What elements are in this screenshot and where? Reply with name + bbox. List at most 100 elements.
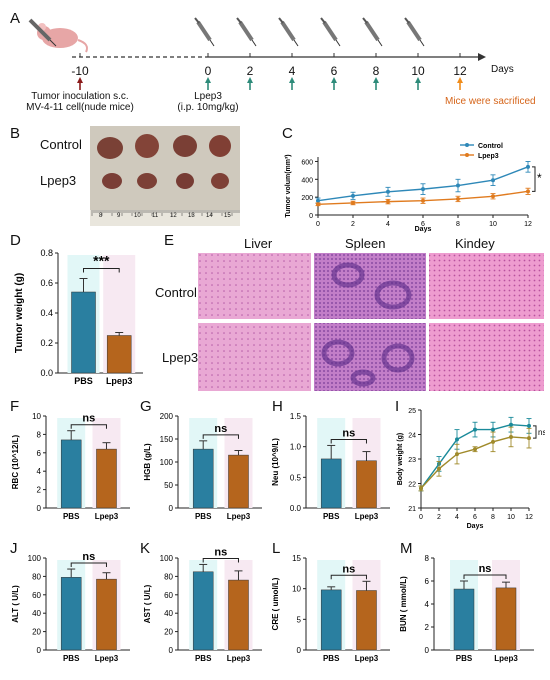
syringe-barrel xyxy=(238,20,254,42)
x-tick-label: Lpep3 xyxy=(95,654,119,663)
panel-label-g: G xyxy=(140,398,152,415)
y-axis-label: Tumor volum(mm³) xyxy=(285,154,292,217)
significance-bracket xyxy=(330,438,367,444)
y-axis-label: Neu (10^9/L) xyxy=(271,438,280,486)
data-point-control xyxy=(526,164,530,169)
significance-label: ns xyxy=(342,427,355,439)
y-tick-label: 80 xyxy=(32,572,41,581)
x-tick-label: 4 xyxy=(455,514,459,521)
y-tick-label: 8 xyxy=(425,554,430,563)
y-tick-label: 100 xyxy=(160,554,174,563)
y-tick-label: 50 xyxy=(164,481,173,490)
treatment-arrow xyxy=(415,77,421,90)
syringe-plunger xyxy=(236,17,242,24)
y-tick-label: 2 xyxy=(425,623,430,632)
x-axis-label: Days xyxy=(415,226,432,233)
x-tick-label: Lpep3 xyxy=(227,654,251,663)
sacrifice-arrow xyxy=(457,77,463,90)
y-tick-label: 20 xyxy=(32,628,41,637)
significance-label: ns xyxy=(214,546,227,558)
data-point-control xyxy=(456,183,460,188)
y-tick-label: 6 xyxy=(425,577,430,586)
bar-pbs xyxy=(60,439,82,509)
bar-pbs xyxy=(453,588,475,651)
treatment-arrow xyxy=(373,77,379,90)
x-tick-label: 6 xyxy=(473,514,477,521)
ruler-number: 10 xyxy=(134,213,141,219)
x-tick-label: 6 xyxy=(421,221,425,228)
y-tick-label: 0.8 xyxy=(40,248,53,258)
liver-control-image xyxy=(198,253,311,319)
x-tick-label: 0 xyxy=(316,221,320,228)
syringe-needle xyxy=(251,39,257,47)
y-tick-label: 24 xyxy=(408,433,416,440)
histology-col-liver: Liver xyxy=(244,236,273,251)
bar-lpep3 xyxy=(228,579,249,651)
data-point-lpep3 xyxy=(473,447,477,452)
treatment-text-1: Lpep3 xyxy=(194,91,222,102)
syringe-plunger xyxy=(320,17,326,24)
treatment-arrow-head xyxy=(247,77,253,83)
bar-lpep3 xyxy=(96,578,117,651)
data-point-lpep3 xyxy=(316,202,320,207)
x-axis-label: Days xyxy=(467,523,484,530)
y-tick-label: 60 xyxy=(32,591,41,600)
panel-label-l: L xyxy=(272,540,281,557)
y-tick-label: 6 xyxy=(37,449,42,458)
data-point-control xyxy=(386,189,390,194)
data-point-lpep3 xyxy=(526,189,530,194)
tumor-volume-chart: 0 200 400 600 0 2 4 6 8 10 12 Days Tumor volum(mm³) C… xyxy=(285,143,542,233)
y-tick-label: 150 xyxy=(160,435,174,444)
bar-lpep3 xyxy=(356,460,377,509)
x-tick-label: PBS xyxy=(63,654,80,663)
timeline-arrowhead xyxy=(478,53,486,61)
panel-label-b: B xyxy=(10,125,21,142)
y-tick-label: 600 xyxy=(301,159,313,166)
data-point-lpep3 xyxy=(419,486,423,491)
y-tick-label: 0 xyxy=(169,504,174,513)
x-tick-label: Lpep3 xyxy=(494,654,518,663)
y-tick-label: 8 xyxy=(37,430,42,439)
ruler-number: 8 xyxy=(99,213,103,219)
x-tick-label: 8 xyxy=(456,221,460,228)
treatment-arrow xyxy=(289,77,295,90)
tumor-lpep3-3 xyxy=(176,173,194,189)
y-axis-label: ALT ( U/L) xyxy=(11,585,20,623)
syringe-icon xyxy=(236,17,257,47)
y-tick-label: 0 xyxy=(425,646,430,655)
tumor-photo xyxy=(90,126,241,226)
data-point-control xyxy=(527,423,531,428)
syringe-barrel xyxy=(196,20,212,42)
treatment-arrow-head xyxy=(415,77,421,83)
y-tick-label: 0.0 xyxy=(40,368,53,378)
neu-chart: 0.0 0.5 1.0 1.5 Neu (10^9/L) PBS Lpep3 ns xyxy=(271,412,390,521)
data-point-lpep3 xyxy=(527,436,531,441)
data-point-lpep3 xyxy=(456,196,460,201)
tumor-control-2 xyxy=(135,134,159,158)
series-line-lpep3 xyxy=(420,436,530,489)
tumor-lpep3-2 xyxy=(137,173,157,189)
syringe-needle xyxy=(335,39,341,47)
rbc-chart: 0 2 4 6 8 10 RBC (10^12/L) PBS Lpep3 ns xyxy=(11,412,130,521)
bar-lpep3 xyxy=(228,454,249,509)
syringe-barrel xyxy=(406,20,422,42)
y-tick-label: 0.6 xyxy=(40,278,53,288)
y-tick-label: 0 xyxy=(37,646,42,655)
tumor-control-3 xyxy=(173,135,197,157)
y-tick-label: 100 xyxy=(28,554,42,563)
spleen-control-image xyxy=(314,253,426,319)
syringe-needle xyxy=(419,39,425,47)
tumor-control-1 xyxy=(97,137,123,159)
syringe-plunger xyxy=(278,17,284,24)
histology-row-control: Control xyxy=(155,285,197,300)
timeline-panel xyxy=(28,17,486,90)
y-tick-label: 60 xyxy=(164,591,173,600)
cre-chart: 0 5 10 15 CRE ( umol/L) PBS Lpep3 ns xyxy=(271,554,390,663)
histology-grid xyxy=(198,253,544,391)
significance-bracket xyxy=(70,424,107,429)
panel-label-k: K xyxy=(140,540,151,557)
y-tick-label: 0.5 xyxy=(290,473,302,482)
y-axis-label: BUN ( mmol/L) xyxy=(399,576,408,632)
treatment-arrow-head xyxy=(373,77,379,83)
